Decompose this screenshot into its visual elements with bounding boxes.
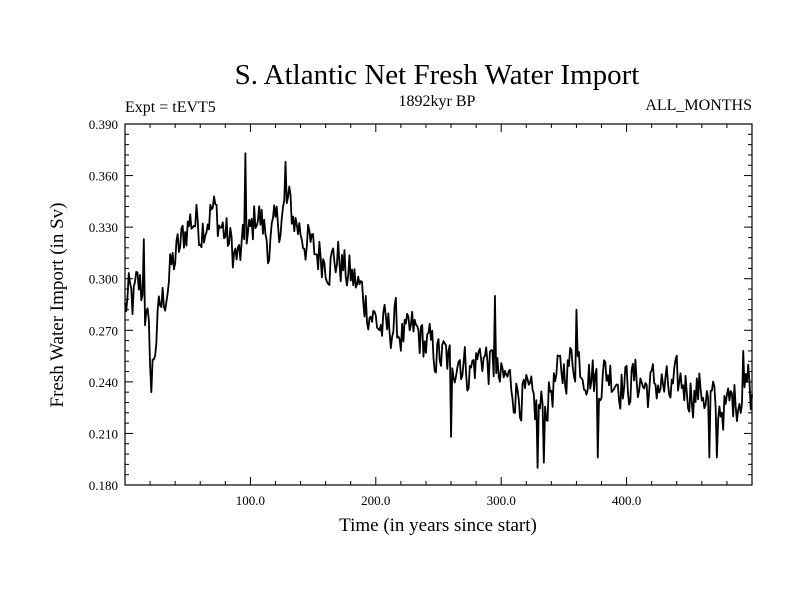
experiment-label: Expt = tEVT5 bbox=[125, 99, 216, 116]
y-tick-label: 0.180 bbox=[89, 478, 118, 493]
y-tick-label: 0.270 bbox=[89, 323, 118, 338]
x-tick-label: 100.0 bbox=[236, 493, 265, 508]
y-tick-label: 0.300 bbox=[89, 272, 118, 287]
y-axis-ticks: 0.180 0.210 0.240 0.270 0.300 0.330 0.360 0.390 bbox=[89, 117, 752, 493]
y-tick-label: 0.210 bbox=[89, 426, 118, 441]
y-axis-label: Fresh Water Import (in Sv) bbox=[47, 203, 68, 408]
y-tick-label: 0.390 bbox=[89, 117, 118, 132]
x-axis-ticks: 100.0 200.0 300.0 400.0 bbox=[149, 124, 728, 508]
series-layer bbox=[124, 152, 753, 469]
months-label: ALL_MONTHS bbox=[645, 97, 752, 114]
y-tick-label: 0.330 bbox=[89, 220, 118, 235]
plot-frame bbox=[124, 123, 753, 486]
series-line bbox=[124, 152, 753, 469]
epoch-label: 1892kyr BP bbox=[399, 93, 476, 110]
x-tick-label: 200.0 bbox=[361, 493, 390, 508]
chart-title: S. Atlantic Net Fresh Water Import bbox=[235, 59, 640, 91]
x-tick-label: 400.0 bbox=[612, 493, 641, 508]
x-axis-label: Time (in years since start) bbox=[339, 515, 537, 536]
y-tick-label: 0.240 bbox=[89, 375, 118, 390]
x-tick-label: 300.0 bbox=[487, 493, 516, 508]
y-tick-label: 0.360 bbox=[89, 169, 118, 184]
